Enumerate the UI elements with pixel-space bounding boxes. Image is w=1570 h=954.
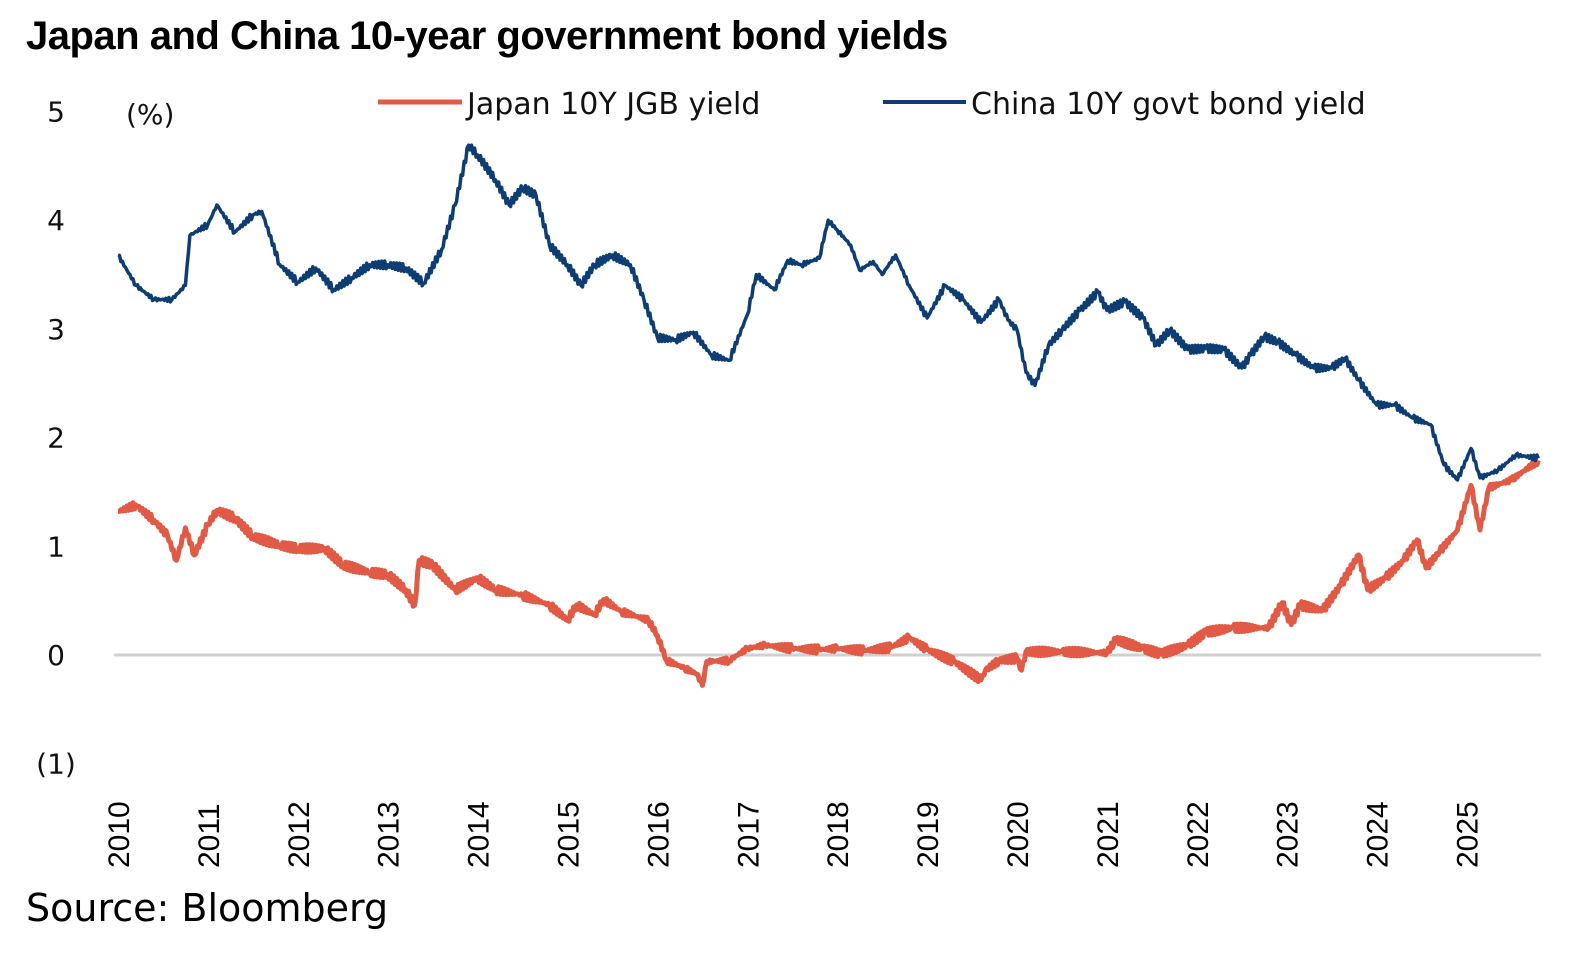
chart-title: Japan and China 10-year government bond … (26, 14, 948, 58)
x-tick-label: 2015 (553, 801, 586, 868)
x-axis-ticks: 2010 2011 2012 2013 2014 2015 2016 2017 2018 2019… (103, 801, 1485, 868)
y-tick-label: (1) (36, 748, 76, 781)
x-tick-label: 2023 (1272, 801, 1305, 868)
x-tick-label: 2017 (732, 801, 765, 868)
series-line-china (117, 143, 1540, 482)
x-tick-label: 2013 (373, 801, 406, 868)
x-tick-label: 2025 (1452, 801, 1485, 868)
series-line-japan (117, 457, 1541, 688)
legend: Japan 10Y JGB yield China 10Y govt bond … (378, 87, 1366, 122)
source-note: Source: Bloomberg (26, 886, 389, 930)
y-tick-label: 4 (47, 204, 65, 237)
y-tick-label: 3 (47, 313, 65, 346)
x-tick-label: 2014 (463, 801, 496, 868)
y-tick-label: 2 (47, 422, 65, 455)
x-tick-label: 2022 (1182, 801, 1215, 868)
x-tick-label: 2019 (912, 801, 945, 868)
x-tick-label: 2018 (822, 801, 855, 868)
x-tick-label: 2016 (642, 801, 675, 868)
x-tick-label: 2021 (1092, 801, 1125, 868)
y-tick-label: 5 (47, 96, 65, 129)
x-tick-label: 2010 (103, 801, 136, 868)
x-tick-label: 2024 (1362, 801, 1395, 868)
x-tick-label: 2020 (1002, 801, 1035, 868)
legend-label-japan: Japan 10Y JGB yield (465, 87, 760, 122)
legend-label-china: China 10Y govt bond yield (971, 87, 1366, 122)
x-tick-label: 2012 (283, 801, 316, 868)
x-tick-label: 2011 (193, 803, 226, 868)
y-tick-label: 1 (47, 530, 65, 563)
y-tick-label: 0 (47, 639, 65, 672)
y-axis-unit-label: (%) (126, 98, 174, 131)
y-axis-ticks: 5 4 3 2 1 0 (1) (36, 96, 76, 781)
series-group (117, 143, 1541, 688)
